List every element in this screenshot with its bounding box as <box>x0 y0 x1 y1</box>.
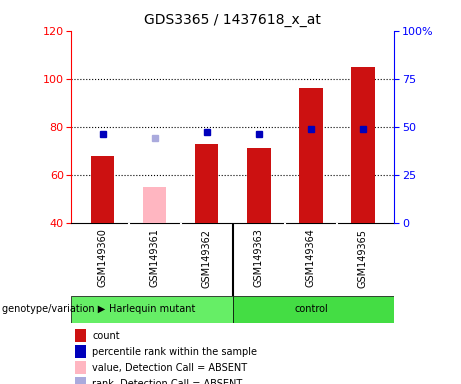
Bar <box>75 329 86 342</box>
Text: GSM149361: GSM149361 <box>150 228 160 288</box>
Bar <box>71 296 233 323</box>
Text: value, Detection Call = ABSENT: value, Detection Call = ABSENT <box>92 363 248 373</box>
Text: Harlequin mutant: Harlequin mutant <box>109 304 196 314</box>
Bar <box>247 148 271 223</box>
Text: GSM149365: GSM149365 <box>358 228 368 288</box>
Bar <box>195 144 219 223</box>
Bar <box>75 377 86 384</box>
Text: GSM149360: GSM149360 <box>98 228 108 288</box>
Title: GDS3365 / 1437618_x_at: GDS3365 / 1437618_x_at <box>144 13 321 27</box>
Bar <box>75 361 86 374</box>
Text: rank, Detection Call = ABSENT: rank, Detection Call = ABSENT <box>92 379 242 384</box>
Text: control: control <box>294 304 328 314</box>
Text: percentile rank within the sample: percentile rank within the sample <box>92 347 257 357</box>
Bar <box>75 345 86 358</box>
Text: genotype/variation ▶: genotype/variation ▶ <box>2 304 106 314</box>
Text: count: count <box>92 331 120 341</box>
Text: GSM149364: GSM149364 <box>306 228 316 288</box>
Bar <box>299 88 323 223</box>
Text: GSM149362: GSM149362 <box>202 228 212 288</box>
Bar <box>143 187 166 223</box>
Bar <box>351 67 375 223</box>
Text: GSM149363: GSM149363 <box>254 228 264 288</box>
Bar <box>233 296 394 323</box>
Bar <box>91 156 114 223</box>
